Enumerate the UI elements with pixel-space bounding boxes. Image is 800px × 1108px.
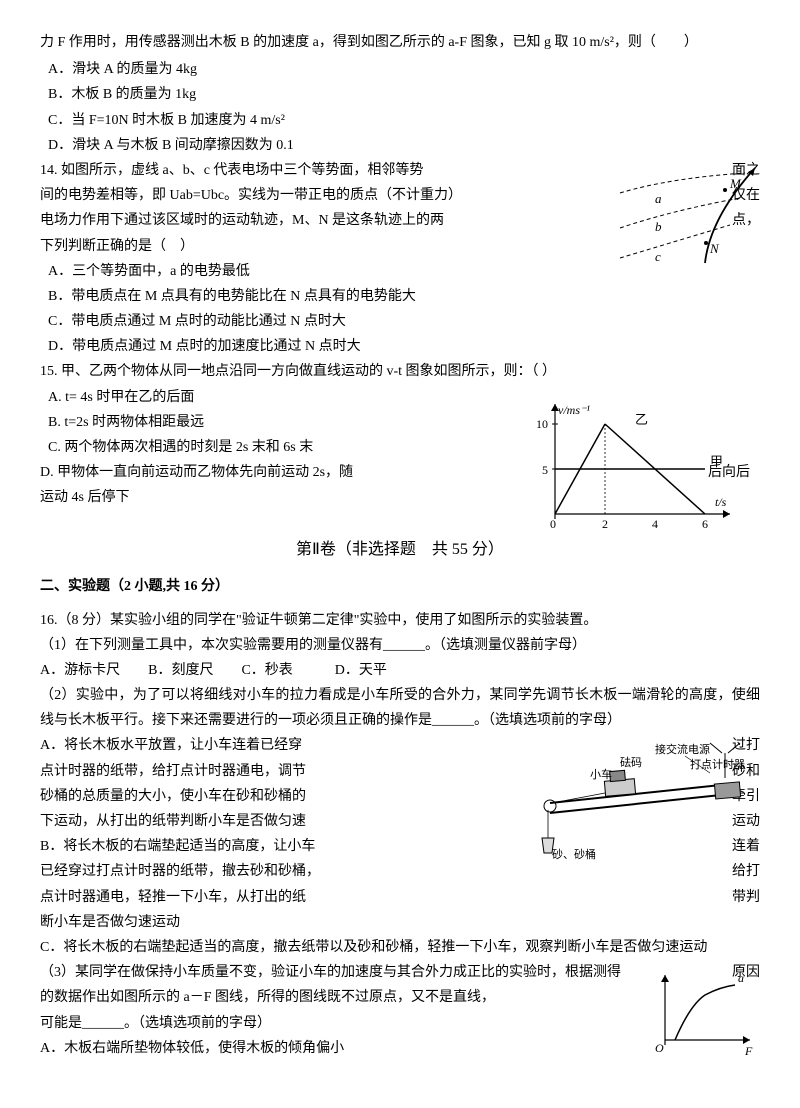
svg-text:O: O — [655, 1041, 664, 1055]
q16-p2: （2）实验中，为了可以将细线对小车的拉力看成是小车所受的合外力，某同学先调节长木… — [40, 683, 760, 733]
svg-text:N: N — [709, 241, 720, 256]
svg-text:打点计时器: 打点计时器 — [690, 757, 745, 771]
q13-opt-c: C．当 F=10N 时木板 B 加速度为 4 m/s² — [40, 108, 760, 133]
svg-text:F: F — [744, 1044, 753, 1058]
q13-opt-a: A．滑块 A 的质量为 4kg — [40, 57, 760, 82]
svg-text:甲: 甲 — [710, 454, 723, 469]
svg-text:2: 2 — [602, 517, 608, 531]
svg-text:c: c — [655, 249, 661, 264]
q13-opt-d: D．滑块 A 与木板 B 间动摩擦因数为 0.1 — [40, 133, 760, 158]
svg-text:接交流电源: 接交流电源 — [655, 742, 710, 756]
q14-opt-c: C．带电质点通过 M 点时的动能比通过 N 点时大 — [40, 309, 760, 334]
q16-b3: 点计时器通电，轻推一下小车，从打出的纸带判 — [40, 885, 760, 910]
q16-apparatus-diagram: 小车 砝码 接交流电源 打点计时器 砂、砂桶 — [510, 738, 760, 877]
q16-p1: （1）在下列测量工具中，本次实验需要用的测量仪器有______。（选填测量仪器前… — [40, 633, 760, 658]
svg-text:5: 5 — [542, 463, 548, 477]
q14-opt-d: D．带电质点通过 M 点时的加速度比通过 N 点时大 — [40, 334, 760, 359]
q13-intro: 力 F 作用时，用传感器测出木板 B 的加速度 a，得到如图乙所示的 a-F 图… — [40, 30, 760, 55]
svg-text:0: 0 — [550, 517, 556, 531]
q16-block: 16.（8 分）某实验小组的同学在"验证牛顿第二定律"实验中，使用了如图所示的实… — [40, 608, 760, 1061]
svg-text:小车: 小车 — [590, 767, 612, 781]
q15-intro: 15. 甲、乙两个物体从同一地点沿同一方向做直线运动的 v-t 图象如图所示，则… — [40, 359, 760, 384]
q14-opt-b: B．带电质点在 M 点具有的电势能比在 N 点具有的电势能大 — [40, 284, 760, 309]
q13-opt-b: B．木板 B 的质量为 1kg — [40, 82, 760, 107]
svg-text:乙: 乙 — [635, 412, 648, 427]
q14-diagram: a b c M N — [610, 163, 760, 282]
svg-text:t/s: t/s — [715, 495, 727, 509]
svg-text:b: b — [655, 219, 662, 234]
q16-af-graph: a F O — [650, 970, 760, 1069]
svg-text:a: a — [655, 191, 662, 206]
svg-text:4: 4 — [652, 517, 658, 531]
q14-block: a b c M N 14. 如图所示，虚线 a、b、c 代表电场中三个等势面，相… — [40, 158, 760, 360]
svg-text:砂、砂桶: 砂、砂桶 — [552, 847, 596, 861]
q16-intro: 16.（8 分）某实验小组的同学在"验证牛顿第二定律"实验中，使用了如图所示的实… — [40, 608, 760, 633]
svg-text:6: 6 — [702, 517, 708, 531]
subsection-header: 二、实验题（2 小题,共 16 分） — [40, 574, 760, 599]
q16-p1-opts: A．游标卡尺 B．刻度尺 C．秒表 D．天平 — [40, 658, 760, 683]
q16-opt-c: C．将长木板的右端垫起适当的高度，撤去纸带以及砂和砂桶，轻推一下小车，观察判断小… — [40, 935, 760, 960]
svg-text:10: 10 — [536, 417, 548, 431]
svg-text:v/ms⁻¹: v/ms⁻¹ — [558, 403, 590, 417]
svg-text:a: a — [738, 971, 744, 985]
q16-b4: 断小车是否做匀速运动 — [40, 910, 760, 935]
svg-text:砝码: 砝码 — [620, 755, 642, 769]
svg-text:M: M — [729, 176, 742, 191]
q15-block: 10 5 0 2 4 6 v/ms⁻¹ t/s 乙 甲 15. 甲、乙两个物体从… — [40, 359, 760, 510]
q15-graph: 10 5 0 2 4 6 v/ms⁻¹ t/s 乙 甲 — [530, 394, 740, 543]
